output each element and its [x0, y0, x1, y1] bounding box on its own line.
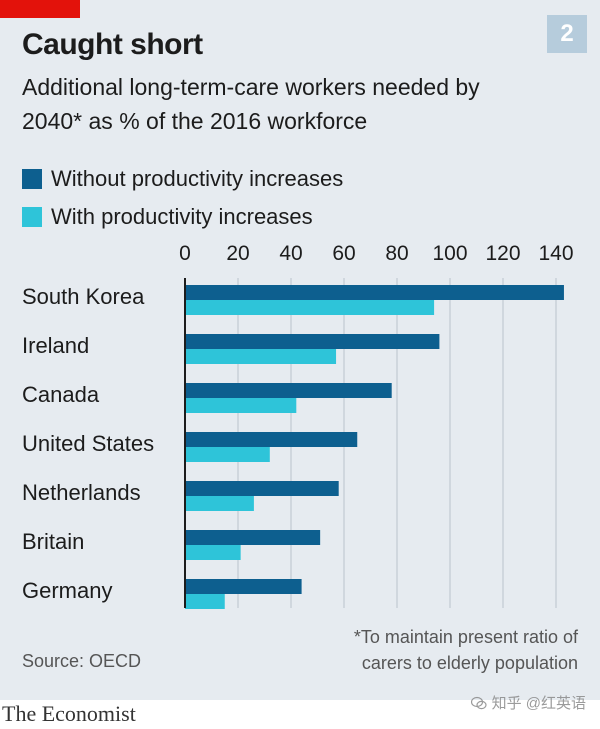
bar-without-ireland: [185, 334, 440, 349]
chart-title: Caught short: [22, 28, 203, 61]
category-label: Canada: [22, 382, 100, 407]
watermark-text: 知乎 @红英语: [491, 695, 586, 712]
watermark: 知乎 @红英语: [470, 692, 586, 713]
bar-with-netherlands: [185, 496, 254, 511]
bar-chart: 0 20 40 60 80 100 120 140 South Korea Ireland Cana…: [22, 242, 574, 609]
bar-without-south-korea: [185, 285, 564, 300]
wechat-icon: [470, 696, 487, 709]
legend-label-with: With productivity increases: [51, 204, 313, 229]
category-label: Britain: [22, 529, 84, 554]
x-tick-label-80: 80: [385, 242, 408, 265]
chart-panel: 2 Caught short Additional long-term-care…: [0, 0, 600, 700]
bar-with-britain: [185, 545, 241, 560]
x-tick-label-60: 60: [332, 242, 355, 265]
footnote-line-2: carers to elderly population: [361, 653, 578, 673]
legend-item-without: Without productivity increases: [22, 160, 343, 198]
legend-swatch-dark: [22, 169, 42, 189]
chart-subtitle: Additional long-term-care workers needed…: [22, 74, 480, 134]
bar-without-united-states: [185, 432, 358, 447]
bar-without-britain: [185, 530, 321, 545]
x-tick-label-120: 120: [485, 242, 520, 265]
bar-without-netherlands: [185, 481, 339, 496]
x-tick-label-20: 20: [226, 242, 249, 265]
chart-number-badge: 2: [547, 15, 587, 53]
category-label: South Korea: [22, 284, 145, 309]
x-tick-label-140: 140: [538, 242, 573, 265]
bar-without-canada: [185, 383, 392, 398]
bar-with-germany: [185, 594, 225, 609]
economist-logo-text: The Economist: [2, 701, 136, 726]
x-tick-label-100: 100: [432, 242, 467, 265]
legend: Without productivity increases With prod…: [22, 160, 343, 236]
legend-swatch-light: [22, 207, 42, 227]
legend-label-without: Without productivity increases: [51, 166, 344, 191]
footnote: *To maintain present ratio of carers to …: [278, 624, 578, 676]
category-label: Germany: [22, 578, 112, 603]
bar-with-united-states: [185, 447, 270, 462]
category-label: United States: [22, 431, 154, 456]
source-note: Source: OECD: [22, 651, 142, 671]
bar-with-canada: [185, 398, 297, 413]
x-tick-label-40: 40: [279, 242, 302, 265]
legend-item-with: With productivity increases: [22, 198, 343, 236]
bar-without-germany: [185, 579, 302, 594]
red-brand-tag: [0, 0, 80, 18]
x-tick-label-0: 0: [179, 242, 191, 265]
category-label: Ireland: [22, 333, 89, 358]
bar-with-ireland: [185, 349, 337, 364]
category-label: Netherlands: [22, 480, 141, 505]
bar-with-south-korea: [185, 300, 435, 315]
footnote-line-1: *To maintain present ratio of: [353, 627, 578, 647]
